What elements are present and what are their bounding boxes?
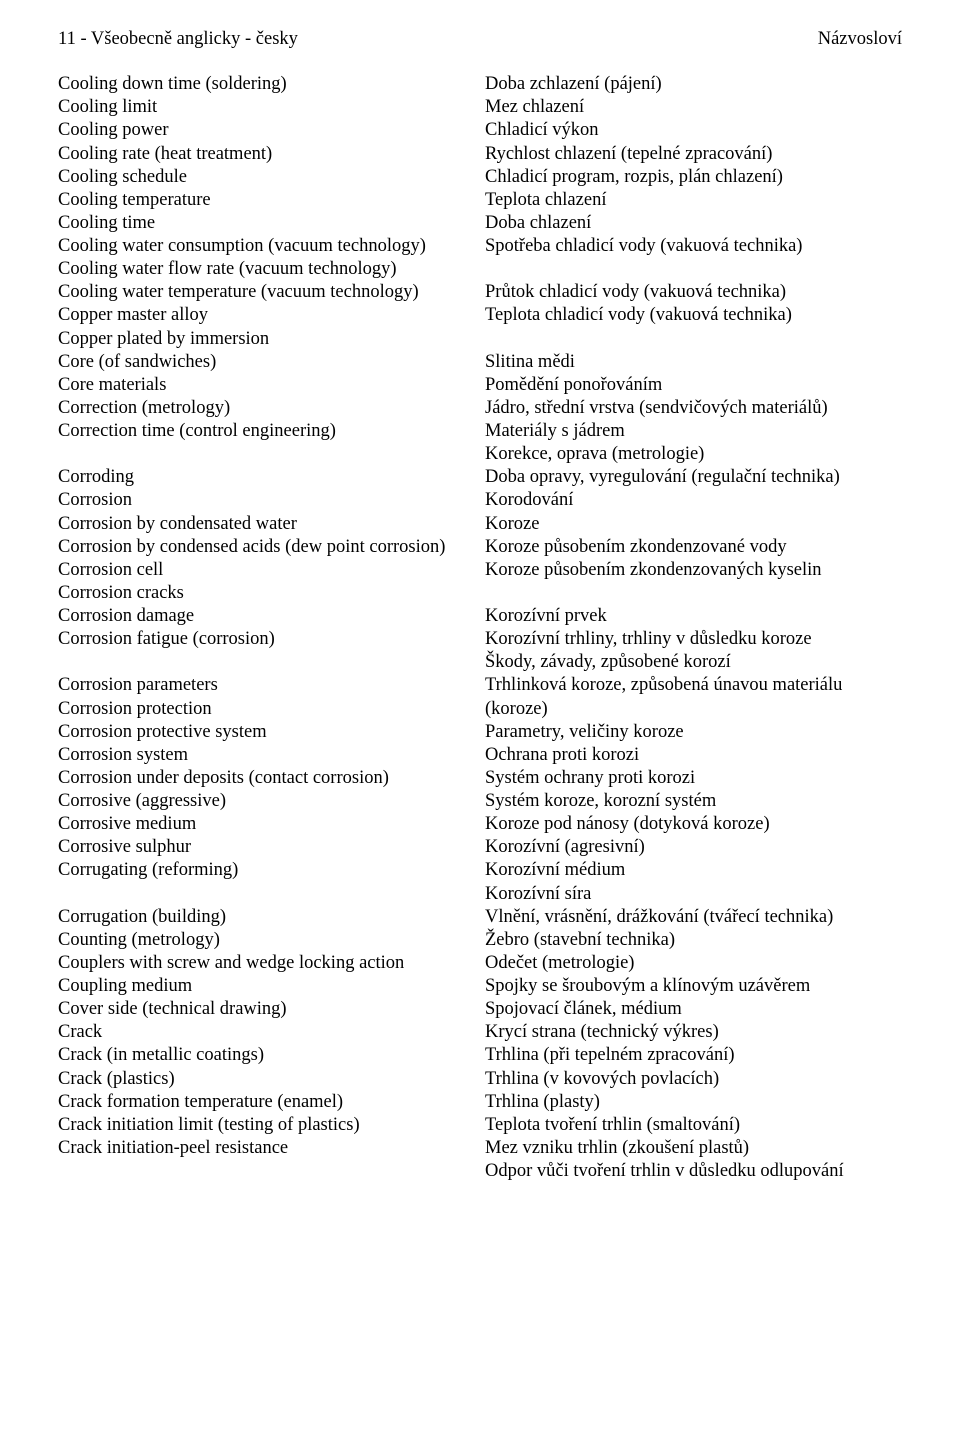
english-term: Cooling rate (heat treatment) — [58, 143, 475, 166]
english-term: Copper master alloy — [58, 304, 475, 327]
english-term: Corrosion parameters — [58, 674, 475, 697]
english-term: Correction time (control engineering) — [58, 420, 475, 443]
czech-term: Koroze pod nánosy (dotyková koroze) — [485, 813, 902, 836]
english-term: Corrosion fatigue (corrosion) — [58, 628, 475, 651]
czech-term: Krycí strana (technický výkres) — [485, 1021, 902, 1044]
english-term: Core (of sandwiches) — [58, 351, 475, 374]
czech-term: Spojovací článek, médium — [485, 998, 902, 1021]
english-term: Crack (in metallic coatings) — [58, 1044, 475, 1067]
english-term: Crack initiation limit (testing of plast… — [58, 1114, 475, 1137]
czech-term: Koroze — [485, 513, 902, 536]
czech-term: Systém koroze, korozní systém — [485, 790, 902, 813]
english-term: Crack (plastics) — [58, 1068, 475, 1091]
czech-term: Korozívní trhliny, trhliny v důsledku ko… — [485, 628, 902, 651]
english-term — [58, 1160, 475, 1183]
czech-term: Spojky se šroubovým a klínovým uzávěrem — [485, 975, 902, 998]
english-term: Corrosive sulphur — [58, 836, 475, 859]
czech-term: Jádro, střední vrstva (sendvičových mate… — [485, 397, 902, 420]
czech-term: Chladicí program, rozpis, plán chlazení) — [485, 166, 902, 189]
czech-term: Teplota chlazení — [485, 189, 902, 212]
english-term — [58, 883, 475, 906]
czech-term: Trhlina (při tepelném zpracování) — [485, 1044, 902, 1067]
czech-term: Vlnění, vrásnění, drážkování (tvářecí te… — [485, 906, 902, 929]
czech-term: Teplota tvoření trhlin (smaltování) — [485, 1114, 902, 1137]
czech-term: Korekce, oprava (metrologie) — [485, 443, 902, 466]
czech-term: Pomědění ponořováním — [485, 374, 902, 397]
czech-term: Korozívní prvek — [485, 605, 902, 628]
english-term: Corrugation (building) — [58, 906, 475, 929]
english-term: Corrugating (reforming) — [58, 859, 475, 882]
english-term: Corrosion protection — [58, 698, 475, 721]
english-column: Cooling down time (soldering)Cooling lim… — [58, 73, 475, 1183]
czech-term: Odpor vůči tvoření trhlin v důsledku odl… — [485, 1160, 902, 1183]
czech-term: Rychlost chlazení (tepelné zpracování) — [485, 143, 902, 166]
czech-term: Koroze působením zkondenzovaných kyselin — [485, 559, 902, 582]
czech-term: Průtok chladicí vody (vakuová technika) — [485, 281, 902, 304]
english-term — [58, 651, 475, 674]
english-term: Crack formation temperature (enamel) — [58, 1091, 475, 1114]
czech-term — [485, 258, 902, 281]
czech-term: Materiály s jádrem — [485, 420, 902, 443]
english-term: Coupling medium — [58, 975, 475, 998]
czech-term: Doba opravy, vyregulování (regulační tec… — [485, 466, 902, 489]
czech-term: Chladicí výkon — [485, 119, 902, 142]
english-term: Cooling power — [58, 119, 475, 142]
czech-term: Odečet (metrologie) — [485, 952, 902, 975]
english-term — [58, 443, 475, 466]
czech-term: Mez vzniku trhlin (zkoušení plastů) — [485, 1137, 902, 1160]
english-term: Cooling limit — [58, 96, 475, 119]
czech-term: Mez chlazení — [485, 96, 902, 119]
czech-term: Doba chlazení — [485, 212, 902, 235]
english-term: Cooling temperature — [58, 189, 475, 212]
czech-term: Trhlina (v kovových povlacích) — [485, 1068, 902, 1091]
czech-term — [485, 582, 902, 605]
english-term: Corrosion by condensed acids (dew point … — [58, 536, 475, 559]
english-term: Corrosion damage — [58, 605, 475, 628]
english-term: Counting (metrology) — [58, 929, 475, 952]
czech-term: Žebro (stavební technika) — [485, 929, 902, 952]
english-term: Cooling water temperature (vacuum techno… — [58, 281, 475, 304]
header-left: 11 - Všeobecně anglicky - česky — [58, 28, 298, 51]
english-term: Corrosion cracks — [58, 582, 475, 605]
english-term: Corrosion under deposits (contact corros… — [58, 767, 475, 790]
czech-term: Doba zchlazení (pájení) — [485, 73, 902, 96]
english-term: Cooling water consumption (vacuum techno… — [58, 235, 475, 258]
english-term: Corrosion protective system — [58, 721, 475, 744]
czech-term: Korozívní (agresivní) — [485, 836, 902, 859]
english-term: Copper plated by immersion — [58, 328, 475, 351]
czech-term: Koroze působením zkondenzované vody — [485, 536, 902, 559]
english-term: Corrosion cell — [58, 559, 475, 582]
english-term: Corrosion — [58, 489, 475, 512]
czech-term: Korodování — [485, 489, 902, 512]
header-right: Názvosloví — [818, 28, 902, 51]
czech-term: Ochrana proti korozi — [485, 744, 902, 767]
english-term: Corrosion system — [58, 744, 475, 767]
czech-term: Korozívní síra — [485, 883, 902, 906]
english-term: Crack — [58, 1021, 475, 1044]
english-term: Cover side (technical drawing) — [58, 998, 475, 1021]
english-term: Corrosion by condensated water — [58, 513, 475, 536]
english-term: Cooling time — [58, 212, 475, 235]
english-term: Corroding — [58, 466, 475, 489]
czech-term: Teplota chladicí vody (vakuová technika) — [485, 304, 902, 327]
czech-term: Škody, závady, způsobené korozí — [485, 651, 902, 674]
english-term: Crack initiation-peel resistance — [58, 1137, 475, 1160]
czech-term: Korozívní médium — [485, 859, 902, 882]
english-term: Core materials — [58, 374, 475, 397]
czech-term: Parametry, veličiny koroze — [485, 721, 902, 744]
english-term: Cooling schedule — [58, 166, 475, 189]
english-term: Couplers with screw and wedge locking ac… — [58, 952, 475, 975]
czech-term: Trhlinková koroze, způsobená únavou mate… — [485, 674, 902, 720]
czech-column: Doba zchlazení (pájení)Mez chlazeníChlad… — [485, 73, 902, 1183]
english-term: Cooling water flow rate (vacuum technolo… — [58, 258, 475, 281]
english-term: Corrosive (aggressive) — [58, 790, 475, 813]
czech-term — [485, 328, 902, 351]
czech-term: Spotřeba chladicí vody (vakuová technika… — [485, 235, 902, 258]
czech-term: Systém ochrany proti korozi — [485, 767, 902, 790]
czech-term: Slitina mědi — [485, 351, 902, 374]
english-term: Corrosive medium — [58, 813, 475, 836]
english-term: Correction (metrology) — [58, 397, 475, 420]
english-term: Cooling down time (soldering) — [58, 73, 475, 96]
czech-term: Trhlina (plasty) — [485, 1091, 902, 1114]
